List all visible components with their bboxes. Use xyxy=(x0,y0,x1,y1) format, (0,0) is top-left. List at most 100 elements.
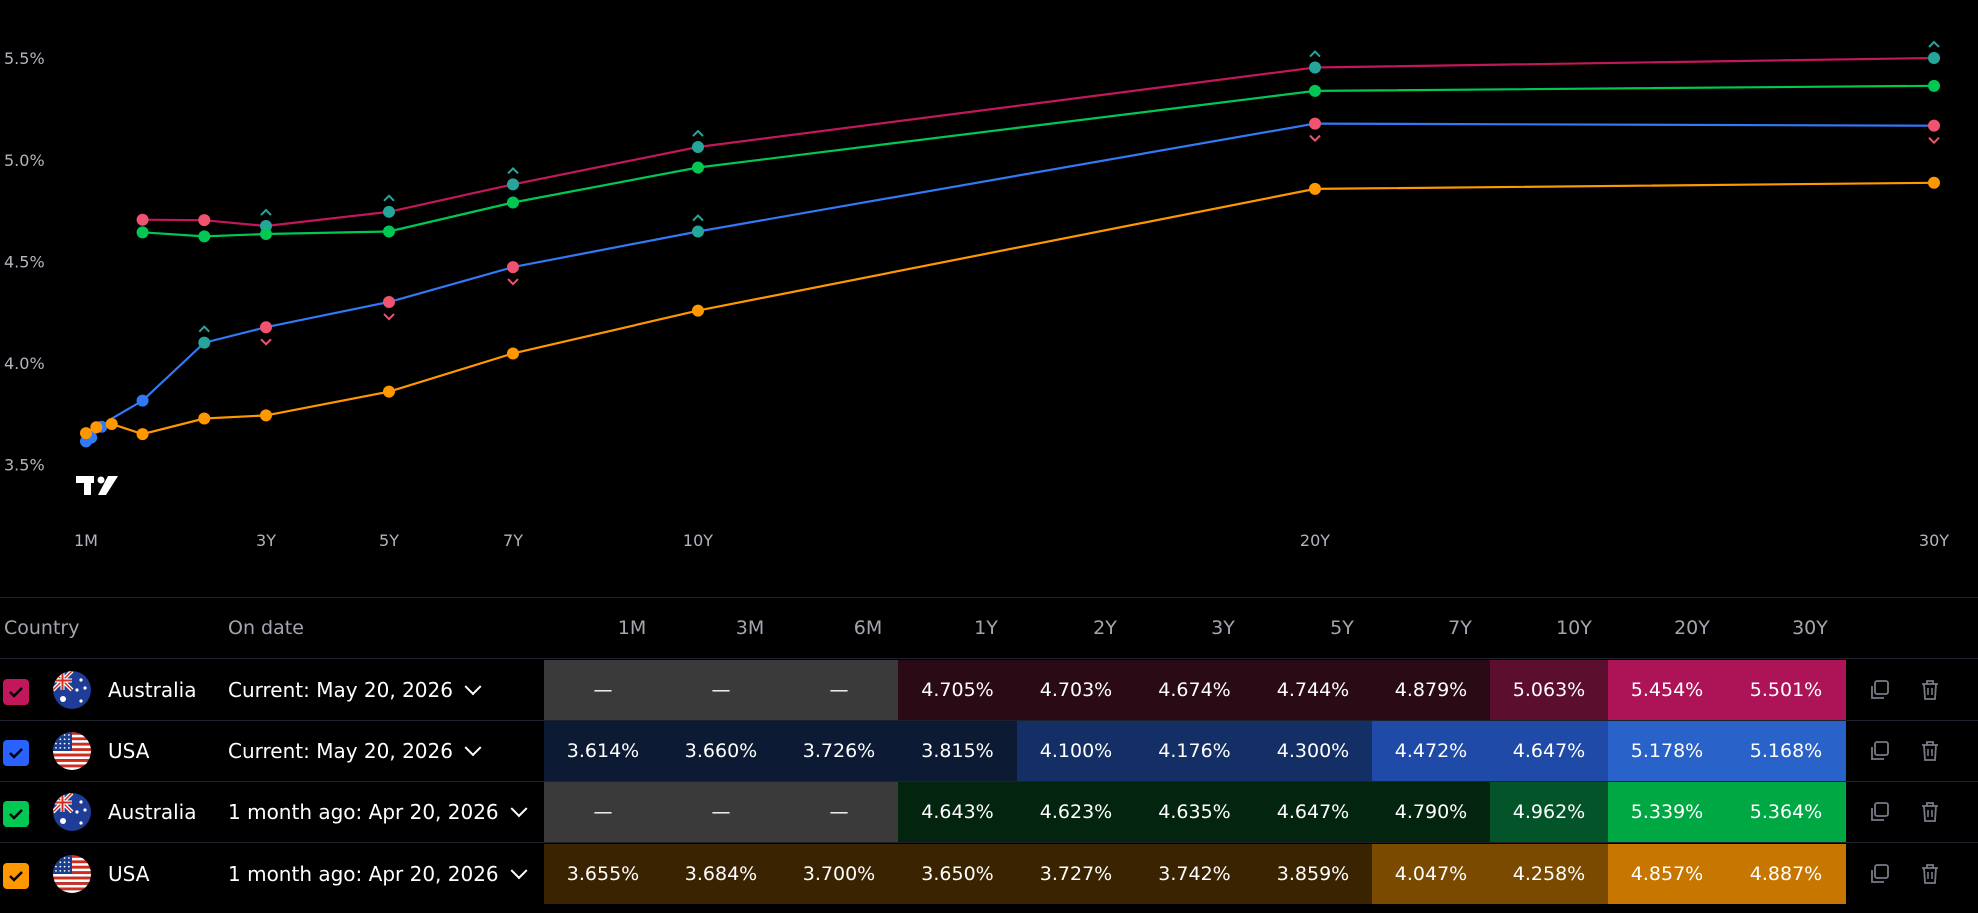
yield-cell-3m[interactable]: 3.660% xyxy=(662,721,780,781)
yield-cell-20y[interactable]: 5.178% xyxy=(1608,721,1726,781)
yield-cell-30y[interactable]: 5.501% xyxy=(1726,660,1846,720)
data-point xyxy=(136,213,149,226)
series-visibility-checkbox[interactable] xyxy=(3,863,29,889)
copy-icon[interactable] xyxy=(1868,800,1892,824)
yield-cell-2y[interactable]: 4.703% xyxy=(1017,660,1135,720)
yield-cell-20y[interactable]: 4.857% xyxy=(1608,844,1726,904)
yield-cell-3m[interactable]: — xyxy=(662,660,780,720)
copy-icon[interactable] xyxy=(1868,678,1892,702)
tenor-header-3y[interactable]: 3Y xyxy=(1211,617,1235,639)
tenor-header-30y[interactable]: 30Y xyxy=(1792,617,1828,639)
australia-flag-icon xyxy=(53,671,91,709)
down-arrow-icon xyxy=(507,278,519,286)
date-label: 1 month ago: Apr 20, 2026 xyxy=(228,862,499,886)
series-lines xyxy=(85,56,1935,443)
australia-flag-icon xyxy=(53,793,91,831)
data-point xyxy=(260,321,272,334)
yield-cell-1y[interactable]: 3.815% xyxy=(898,721,1017,781)
yield-cell-3m[interactable]: — xyxy=(662,782,780,842)
data-point xyxy=(383,296,395,309)
yield-cell-3m[interactable]: 3.684% xyxy=(662,844,780,904)
yield-cell-20y[interactable]: 5.339% xyxy=(1608,782,1726,842)
yield-cell-5y[interactable]: 4.647% xyxy=(1254,782,1372,842)
yield-cell-1y[interactable]: 4.705% xyxy=(898,660,1017,720)
date-selector[interactable]: Current: May 20, 2026 xyxy=(228,660,482,720)
yield-cell-10y[interactable]: 4.258% xyxy=(1490,844,1608,904)
tenor-header-20y[interactable]: 20Y xyxy=(1674,617,1710,639)
trash-icon[interactable] xyxy=(1918,678,1942,702)
yield-cell-2y[interactable]: 4.100% xyxy=(1017,721,1135,781)
yield-cell-5y[interactable]: 4.300% xyxy=(1254,721,1372,781)
yield-cell-3y[interactable]: 4.674% xyxy=(1135,660,1254,720)
yield-cell-10y[interactable]: 4.962% xyxy=(1490,782,1608,842)
data-point xyxy=(1928,79,1940,92)
yield-cell-7y[interactable]: 4.790% xyxy=(1372,782,1490,842)
yield-cell-6m[interactable]: 3.726% xyxy=(780,721,898,781)
country-name: Australia xyxy=(108,678,197,702)
yield-cell-1m[interactable]: — xyxy=(544,660,662,720)
series-visibility-checkbox[interactable] xyxy=(3,679,29,705)
trash-icon[interactable] xyxy=(1918,800,1942,824)
chevron-down-icon xyxy=(510,862,528,880)
check-icon xyxy=(9,871,23,882)
check-icon xyxy=(9,809,23,820)
yield-cell-20y[interactable]: 5.454% xyxy=(1608,660,1726,720)
data-point xyxy=(260,227,272,240)
trash-icon[interactable] xyxy=(1918,862,1942,886)
date-label: Current: May 20, 2026 xyxy=(228,678,453,702)
tenor-header-1m[interactable]: 1M xyxy=(617,617,647,639)
chevron-down-icon xyxy=(464,678,482,696)
down-arrow-icon xyxy=(383,313,395,321)
yield-cell-30y[interactable]: 4.887% xyxy=(1726,844,1846,904)
copy-icon[interactable] xyxy=(1868,862,1892,886)
y-tick-label: 4.0% xyxy=(4,354,45,373)
yield-cell-3y[interactable]: 3.742% xyxy=(1135,844,1254,904)
tenor-header-5y[interactable]: 5Y xyxy=(1330,617,1354,639)
series-visibility-checkbox[interactable] xyxy=(3,801,29,827)
copy-icon[interactable] xyxy=(1868,739,1892,763)
yield-cell-3y[interactable]: 4.176% xyxy=(1135,721,1254,781)
tenor-header-3m[interactable]: 3M xyxy=(735,617,765,639)
yield-cell-1y[interactable]: 4.643% xyxy=(898,782,1017,842)
up-arrow-icon xyxy=(383,194,395,202)
tenor-header-2y[interactable]: 2Y xyxy=(1093,617,1117,639)
yield-cell-1m[interactable]: 3.655% xyxy=(544,844,662,904)
x-axis: 1M 3Y 5Y 7Y 10Y 20Y 30Y xyxy=(74,531,1949,550)
yield-cell-6m[interactable]: — xyxy=(780,782,898,842)
yield-cell-10y[interactable]: 4.647% xyxy=(1490,721,1608,781)
yield-cell-5y[interactable]: 3.859% xyxy=(1254,844,1372,904)
yield-cell-2y[interactable]: 4.623% xyxy=(1017,782,1135,842)
yield-cell-1m[interactable]: — xyxy=(544,782,662,842)
tradingview-logo[interactable] xyxy=(76,476,118,495)
yield-cell-6m[interactable]: — xyxy=(780,660,898,720)
yield-cell-30y[interactable]: 5.364% xyxy=(1726,782,1846,842)
data-point xyxy=(136,428,149,441)
yield-cell-7y[interactable]: 4.879% xyxy=(1372,660,1490,720)
tenor-header-6m[interactable]: 6M xyxy=(853,617,883,639)
date-selector[interactable]: 1 month ago: Apr 20, 2026 xyxy=(228,782,528,842)
country-header[interactable]: Country xyxy=(4,617,80,639)
trash-icon[interactable] xyxy=(1918,739,1942,763)
on-date-header[interactable]: On date xyxy=(228,617,304,639)
yield-cell-5y[interactable]: 4.744% xyxy=(1254,660,1372,720)
yield-cell-3y[interactable]: 4.635% xyxy=(1135,782,1254,842)
x-tick-label: 7Y xyxy=(503,531,523,550)
yield-cell-1m[interactable]: 3.614% xyxy=(544,721,662,781)
x-tick-label: 20Y xyxy=(1300,531,1330,550)
series-visibility-checkbox[interactable] xyxy=(3,740,29,766)
yield-cell-7y[interactable]: 4.047% xyxy=(1372,844,1490,904)
tenor-header-1y[interactable]: 1Y xyxy=(974,617,998,639)
date-selector[interactable]: 1 month ago: Apr 20, 2026 xyxy=(228,844,528,904)
yield-cell-10y[interactable]: 5.063% xyxy=(1490,660,1608,720)
yield-cell-30y[interactable]: 5.168% xyxy=(1726,721,1846,781)
y-tick-label: 3.5% xyxy=(4,456,45,475)
tenor-header-10y[interactable]: 10Y xyxy=(1556,617,1592,639)
yield-cell-7y[interactable]: 4.472% xyxy=(1372,721,1490,781)
tenor-header-7y[interactable]: 7Y xyxy=(1448,617,1472,639)
yield-cell-2y[interactable]: 3.727% xyxy=(1017,844,1135,904)
data-point xyxy=(507,261,519,274)
yield-cell-6m[interactable]: 3.700% xyxy=(780,844,898,904)
yield-cell-1y[interactable]: 3.650% xyxy=(898,844,1017,904)
date-selector[interactable]: Current: May 20, 2026 xyxy=(228,721,482,781)
down-arrow-icon xyxy=(1928,136,1940,145)
